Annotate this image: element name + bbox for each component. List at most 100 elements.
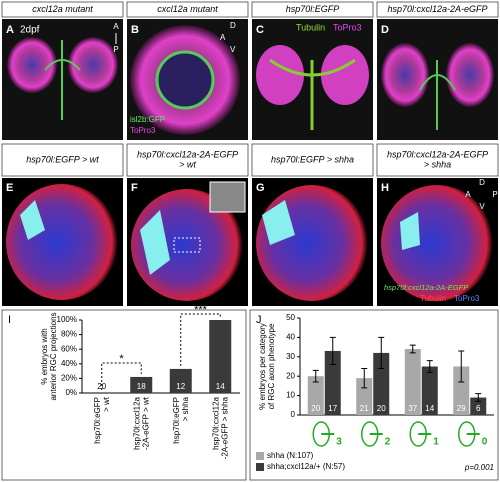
error-bar [426,360,433,373]
y-tick-label: 30 [286,352,295,361]
x-tick-label: -2A-eGFP > wt [141,396,150,450]
panel-header: hsp70l:EGFP [286,4,340,14]
panel-label: C [256,24,264,36]
bar-label: 20 [377,404,386,413]
panel-header: hsp70l:cxcl12a-2A-EGFP [387,149,488,159]
y-axis-label: anterior RGC projections [49,312,58,400]
y-tick-label: 0 [291,410,296,419]
x-tick-label: 2 [385,437,391,448]
panel-label: F [131,182,138,194]
header-box [251,143,374,177]
stain: Tubulin [296,22,325,32]
significance: *** [194,304,208,316]
stain: Tubulin [420,294,446,303]
legend-swatch [256,452,264,460]
stage: 2dpf [20,25,40,36]
error-bar [458,350,465,383]
bar [404,349,421,415]
eye [321,45,369,105]
bar-label: 17 [328,404,337,413]
bar-label: 14 [425,404,434,413]
x-tick-label: 1 [433,437,439,448]
panel-texts: A 2dpf A P B D A V isl2b:GFP ToPro3 C Tu… [6,21,498,303]
y-tick-label: 40 [286,333,295,342]
x-tick-label: 3 [336,437,342,448]
y-tick-label: 60% [61,344,77,353]
bar-label: 21 [360,404,369,413]
gfp-clone [20,200,45,240]
bar [209,320,232,393]
panel-header: hsp70l:EGFP > wt [26,154,99,164]
header-box [126,143,249,177]
panel-header: cxcl12a mutant [157,4,218,14]
bar-label: 18 [137,382,146,391]
headers: cxcl12a mutant cxcl12a mutant hsp70l:EGFP h… [1,1,499,177]
eye [446,43,494,107]
error-bar [378,336,385,369]
bar-label: 12 [176,382,185,391]
y-tick-label: 100% [57,315,77,324]
x-tick-label: 0 [482,437,488,448]
y-axis-label: % embryos with [40,328,49,384]
bar-label: 20 [97,382,106,391]
bar-label: 20 [311,404,320,413]
panel-frame [249,309,499,481]
image-row-1 [2,19,498,140]
bar [356,378,373,415]
x-tick-label: hsp70l:eGFP [93,397,102,444]
header-box [126,1,249,18]
retina [6,184,118,300]
axons [419,60,456,130]
inset-box [173,237,201,253]
compass: A [113,22,119,31]
error-bar [329,336,336,366]
x-tick-label: hsp70l:eGFP [172,397,181,444]
eye [68,37,118,93]
error-bar [409,344,416,354]
gfp-clone [262,200,295,245]
legend-label: shha (N:107) [267,451,314,460]
legend-label: shha;cxcl12a/+ (N:57) [267,462,345,471]
compass: A [465,190,471,199]
x-tick-label: hsp70l:cxcl12a [132,396,141,449]
charts: I 0% 20% 40% 60% 80% 100% % embryos with anterio… [1,304,499,481]
bar [169,368,192,393]
compass: V [230,45,236,54]
panel-label: D [381,24,389,36]
bar [324,350,341,415]
gfp-clone [140,210,170,275]
y-tick-label: 50 [286,313,295,322]
x-tick-label: -2A-eGFP > shha [220,396,229,459]
p-value: p=0.001 [464,463,494,472]
retina [381,185,493,301]
panel-header: hsp70l:EGFP > shha [271,154,354,164]
bar-label: 6 [476,404,481,413]
y-tick-label: 40% [61,359,77,368]
panel-label: G [256,182,265,194]
eye [256,45,304,105]
bar-label: 37 [408,404,417,413]
inset [209,181,246,213]
header-box [376,1,499,18]
panel-header: hsp70l:cxcl12a-2A-EGFP [137,149,238,159]
gfp-clone [400,212,420,250]
panel-label: B [131,24,139,36]
axons [44,40,81,120]
stain: ToPro3 [454,294,480,303]
error-bar [361,367,368,389]
panel-label: J [256,314,262,326]
compass: D [479,178,485,187]
stain: isl2b:GFP [130,115,165,124]
x-tick-label: > wt [102,396,111,412]
header-box [376,143,499,177]
y-tick-label: 10 [286,391,295,400]
compass: A [220,33,226,42]
bar [470,397,487,415]
panel-frame [1,309,247,481]
y-tick-label: 80% [61,330,77,339]
lens [155,50,215,110]
y-tick-label: 0% [65,388,77,397]
panel-label: A [6,24,14,36]
image-row-2 [2,178,498,306]
panel-label: E [6,182,13,194]
